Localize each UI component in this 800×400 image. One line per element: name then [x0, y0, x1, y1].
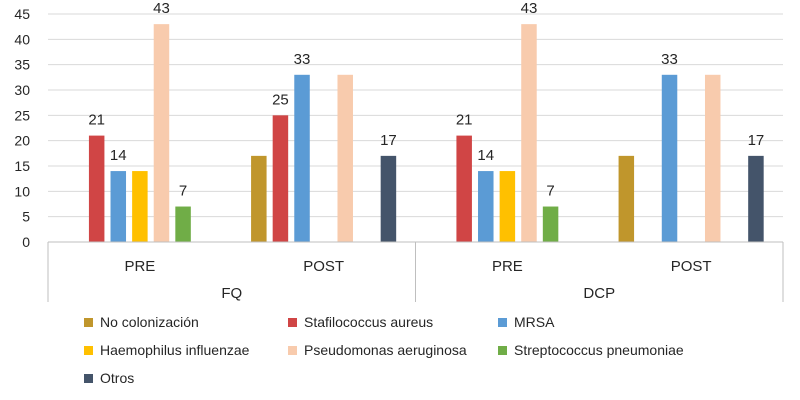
bar [251, 155, 267, 242]
x-tick-label: POST [671, 258, 712, 275]
data-label: 7 [546, 183, 554, 200]
data-labels: 21 14 43 7 25 33 17 21 14 43 7 33 17 [88, 0, 764, 199]
legend-label: Streptococcus pneumoniae [514, 342, 684, 358]
legend-swatch [84, 345, 93, 355]
legend-label: Stafilococcus aureus [304, 314, 434, 330]
y-tick-label: 15 [14, 158, 30, 174]
y-tick-label: 35 [14, 57, 30, 73]
data-label: 21 [88, 112, 105, 129]
x-axis: PRE POST PRE POST FQ DCP [47, 241, 784, 302]
legend-swatch [288, 317, 297, 327]
legend-item: Haemophilus influenzae [84, 342, 249, 358]
legend-item: Streptococcus pneumoniae [498, 342, 684, 358]
y-tick-label: 10 [14, 183, 30, 199]
x-tick-label: PRE [492, 258, 523, 275]
bar [110, 171, 127, 242]
legend-label: Otros [100, 370, 135, 386]
x-tick-label: POST [303, 258, 344, 275]
bars [88, 24, 764, 243]
bar [88, 135, 105, 242]
bar [478, 171, 494, 242]
data-label: 33 [661, 51, 678, 68]
bar [542, 206, 559, 242]
legend-item: Pseudomonas aeruginosa [288, 342, 467, 358]
y-tick-label: 30 [14, 82, 30, 98]
bar [499, 171, 516, 242]
legend-swatch [498, 317, 507, 327]
bar [294, 74, 310, 242]
bar [175, 206, 191, 242]
data-label: 43 [521, 0, 538, 17]
gridlines [48, 13, 783, 218]
x-group-label: DCP [583, 285, 615, 302]
data-label: 25 [272, 91, 289, 108]
legend-item: MRSA [498, 314, 554, 330]
x-tick-label: PRE [124, 258, 155, 275]
bar [704, 74, 721, 242]
bar [153, 24, 170, 243]
legend-swatch [498, 345, 507, 355]
y-tick-label: 45 [14, 6, 30, 22]
data-label: 43 [153, 0, 170, 17]
legend-swatch [84, 373, 93, 383]
legend-item: No colonización [84, 314, 199, 330]
legend-item: Otros [84, 370, 134, 386]
legend-label: Haemophilus influenzae [100, 342, 250, 358]
data-label: 14 [477, 147, 494, 164]
bar [272, 115, 289, 242]
y-axis-ticks: 0 5 10 15 20 25 30 35 40 45 [14, 6, 30, 250]
bar [337, 74, 353, 242]
y-tick-label: 20 [14, 133, 30, 149]
x-group-label: FQ [221, 285, 242, 302]
data-label: 33 [294, 51, 311, 68]
data-label: 17 [748, 132, 765, 149]
bar [380, 155, 397, 242]
legend-label: Pseudomonas aeruginosa [304, 342, 467, 358]
bar [661, 74, 678, 242]
legend-swatch [84, 317, 93, 327]
legend-item: Stafilococcus aureus [288, 314, 433, 330]
y-tick-label: 25 [14, 107, 30, 123]
data-label: 17 [380, 132, 397, 149]
y-tick-label: 5 [22, 209, 30, 225]
y-tick-label: 40 [14, 31, 30, 47]
legend-label: No colonización [100, 314, 199, 330]
data-label: 7 [179, 183, 187, 200]
bar [132, 171, 148, 242]
legend: No colonización Stafilococcus aureus MRSA H… [60, 310, 800, 400]
legend-swatch [288, 345, 297, 355]
data-label: 14 [110, 147, 127, 164]
bar [618, 155, 635, 242]
bar [748, 155, 764, 242]
bar [456, 135, 472, 242]
y-tick-label: 0 [22, 234, 30, 250]
bar [521, 24, 537, 243]
data-label: 21 [456, 112, 473, 129]
legend-label: MRSA [514, 314, 555, 330]
